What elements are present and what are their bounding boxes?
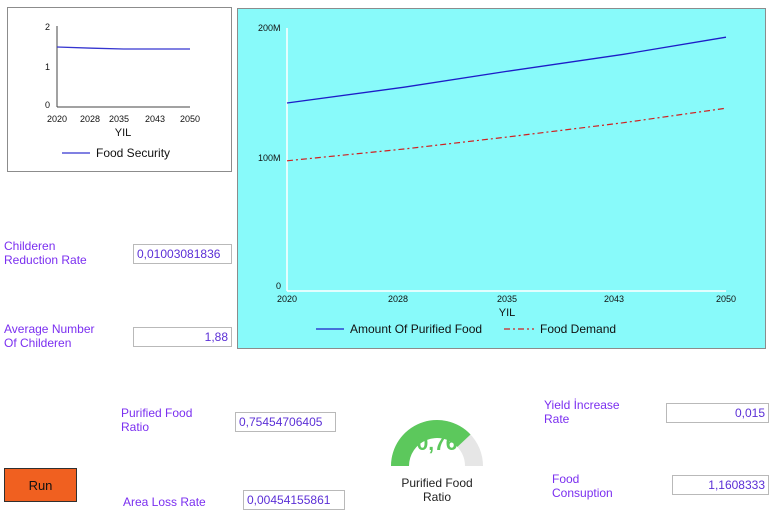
y-tick-label: 2 [45,22,50,32]
purified-food-ratio-gauge: 0,76 [391,420,483,466]
childeren-reduction-rate-input[interactable] [133,244,232,264]
gauge-label: Purified Food Ratio [401,476,473,504]
area-loss-rate-label: Area Loss Rate [123,495,206,509]
y-tick-label: 0 [45,100,50,110]
food-consuption-label: Food Consuption [552,472,613,500]
average-number-of-childeren-label: Average Number Of Childeren [4,322,95,350]
average-number-of-childeren-input[interactable] [133,327,232,347]
x-tick-label: 2050 [180,114,200,124]
food-security-chart: 2 1 0 2020 2028 2035 2043 2050 YIL Food … [45,22,200,160]
x-tick-label: 2050 [716,294,736,304]
run-button[interactable]: Run [4,468,77,502]
y-tick-label: 0 [276,281,281,291]
gauge-fill [391,420,471,466]
food-security-line [56,46,190,50]
purified-food-ratio-label: Purified Food Ratio [121,406,193,434]
yield-increase-rate-label: Yield İncrease Rate [544,398,620,426]
legend-label-food-security: Food Security [96,146,170,160]
food-amount-chart-panel: 200M 100M 0 2020 2028 2035 2043 2050 YIL… [237,8,766,349]
x-tick-label: 2020 [277,294,297,304]
y-tick-label: 200M [258,23,281,33]
legend-label-purified-food: Amount Of Purified Food [350,322,482,336]
y-tick-label: 100M [258,153,281,163]
legend-label-food-demand: Food Demand [540,322,616,336]
x-tick-label: 2043 [145,114,165,124]
x-axis-label: YIL [499,307,516,319]
yield-increase-rate-input[interactable] [666,403,769,423]
x-tick-label: 2020 [47,114,67,124]
gauge-value: 0,76 [417,432,458,455]
area-loss-rate-input[interactable] [243,490,345,510]
food-security-chart-panel: 2 1 0 2020 2028 2035 2043 2050 YIL Food … [7,7,232,172]
purified-food-line [286,36,727,104]
x-axis-label: YIL [115,127,132,139]
childeren-reduction-rate-label: Childeren Reduction Rate [4,239,87,267]
x-tick-label: 2035 [109,114,129,124]
food-amount-chart: 200M 100M 0 2020 2028 2035 2043 2050 YIL… [258,23,736,336]
x-tick-label: 2028 [388,294,408,304]
y-tick-label: 1 [45,62,50,72]
purified-food-ratio-input[interactable] [235,412,336,432]
x-tick-label: 2028 [80,114,100,124]
x-tick-label: 2043 [604,294,624,304]
food-consuption-input[interactable] [672,475,769,495]
food-demand-line [286,107,727,162]
x-tick-label: 2035 [497,294,517,304]
